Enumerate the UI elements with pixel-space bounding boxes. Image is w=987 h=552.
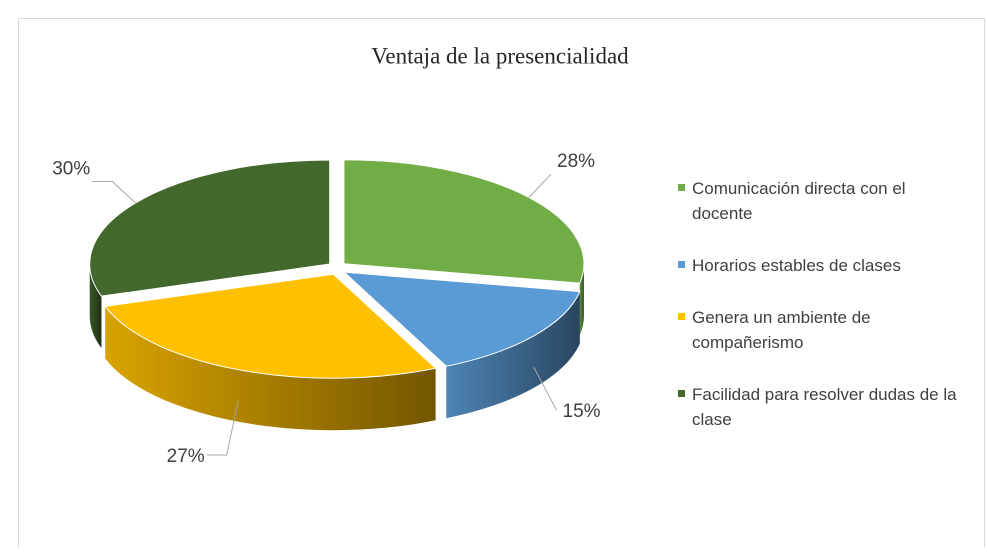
legend-label: Facilidad para resolver dudas de la clas… — [692, 385, 957, 429]
slice-side — [105, 306, 436, 431]
data-label: 27% — [167, 446, 205, 467]
slice — [342, 271, 581, 367]
legend-swatch — [678, 261, 685, 268]
slice — [104, 273, 437, 379]
slice-side — [89, 264, 102, 349]
data-label: 30% — [52, 159, 90, 180]
chart-title: Ventaja de la presencialidad — [371, 43, 629, 68]
legend-swatch — [678, 390, 685, 397]
legend-label: Horarios estables de clases — [692, 256, 901, 275]
data-label: 15% — [563, 401, 601, 422]
leader-line — [206, 400, 239, 456]
slice-side — [446, 291, 580, 419]
legend-item: Facilidad para resolver dudas de la clas… — [678, 382, 968, 432]
leader-line — [92, 181, 136, 204]
leader-line — [533, 366, 557, 411]
data-label: 28% — [557, 151, 595, 172]
legend-swatch — [678, 313, 685, 320]
legend-item: Comunicación directa con el docente — [678, 176, 968, 226]
legend-item: Genera un ambiente de compañerismo — [678, 305, 968, 355]
legend-swatch — [678, 184, 685, 191]
slice — [343, 159, 585, 284]
leader-line — [528, 173, 552, 198]
legend-label: Genera un ambiente de compañerismo — [692, 308, 871, 352]
legend: Comunicación directa con el docente Horar… — [678, 176, 968, 459]
legend-item: Horarios estables de clases — [678, 253, 968, 278]
legend-label: Comunicación directa con el docente — [692, 179, 906, 223]
